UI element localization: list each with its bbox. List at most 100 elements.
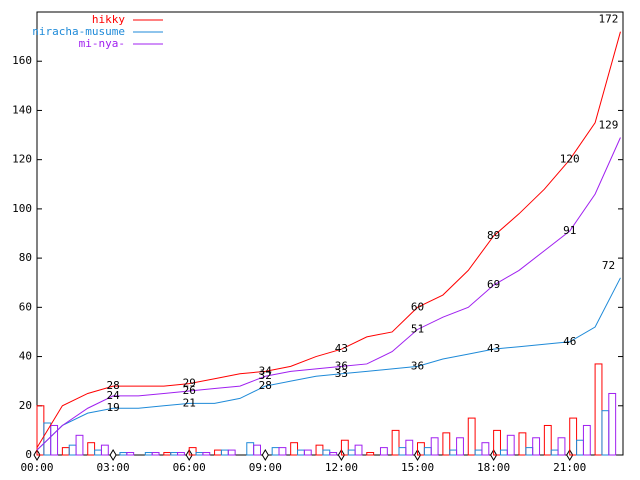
data-label: 36 xyxy=(411,359,424,372)
hourly-bar xyxy=(481,442,490,456)
data-label: 43 xyxy=(487,342,500,355)
hourly-bar xyxy=(467,417,476,456)
data-label: 28 xyxy=(106,379,119,392)
data-label: 60 xyxy=(411,300,424,313)
hourly-bar xyxy=(119,452,128,456)
hourly-bar xyxy=(518,432,527,456)
y-tick-label: 80 xyxy=(19,251,32,264)
hourly-bar xyxy=(442,432,451,456)
hourly-bar xyxy=(297,449,305,456)
data-label: 51 xyxy=(411,322,424,335)
hourly-bar xyxy=(163,452,172,456)
hourly-bar xyxy=(61,447,70,456)
y-tick-label: 100 xyxy=(12,202,32,215)
y-tick-label: 40 xyxy=(19,350,32,363)
data-label: 33 xyxy=(335,367,348,380)
hourly-bar xyxy=(340,439,349,456)
hourly-bar xyxy=(315,444,324,456)
legend-label: niracha-musume xyxy=(32,25,125,38)
hourly-bar xyxy=(253,444,261,456)
data-label: 34 xyxy=(259,364,273,377)
hourly-bar xyxy=(100,444,109,456)
series-line xyxy=(36,31,621,448)
hourly-bar xyxy=(474,449,483,456)
data-label: 89 xyxy=(487,229,500,242)
hourly-bar xyxy=(271,447,280,456)
hourly-bar xyxy=(366,452,375,456)
hourly-bar xyxy=(456,437,464,456)
hourly-bar xyxy=(532,437,541,456)
hourly-bar xyxy=(449,449,458,456)
hourly-bar xyxy=(290,442,299,456)
hourly-bar xyxy=(582,424,591,456)
x-tick-label: 09:00 xyxy=(249,461,282,474)
hourly-bar xyxy=(569,417,578,456)
x-tick-label: 06:00 xyxy=(173,461,206,474)
data-label: 26 xyxy=(183,384,196,397)
y-tick-label: 140 xyxy=(12,103,32,116)
hourly-bar xyxy=(68,444,77,456)
data-label: 28 xyxy=(259,379,272,392)
x-tick-label: 03:00 xyxy=(97,461,130,474)
x-tick-label: 18:00 xyxy=(477,461,510,474)
series-line xyxy=(36,277,621,451)
hourly-bar xyxy=(202,452,211,456)
y-tick-label: 160 xyxy=(12,54,32,67)
data-label: 29 xyxy=(183,377,196,390)
legend-label: mi-nya- xyxy=(79,37,125,50)
hourly-bar xyxy=(550,449,559,456)
hourly-bar xyxy=(50,424,59,456)
hourly-bar xyxy=(391,429,400,456)
hourly-bar xyxy=(347,449,356,456)
data-label: 172 xyxy=(599,13,619,26)
hourly-bar xyxy=(87,442,96,456)
hourly-bar xyxy=(246,442,255,456)
data-label: 120 xyxy=(560,153,580,166)
data-label: 24 xyxy=(106,389,120,402)
x-tick-marker xyxy=(261,449,269,461)
hourly-bar xyxy=(329,452,338,456)
plot-frame xyxy=(36,11,624,456)
hourly-bar xyxy=(576,439,584,456)
y-tick-label: 20 xyxy=(19,399,32,412)
data-label: 46 xyxy=(563,335,576,348)
hourly-bar xyxy=(557,437,566,456)
hourly-bar xyxy=(170,452,179,456)
hourly-bar xyxy=(594,363,603,456)
hourly-bar xyxy=(398,447,407,456)
hourly-bar xyxy=(405,439,414,456)
data-label: 32 xyxy=(259,369,272,382)
hourly-bar xyxy=(493,429,501,456)
hourly-bar xyxy=(379,447,388,456)
series-line xyxy=(36,137,621,451)
hourly-bar xyxy=(188,447,197,456)
data-label: 43 xyxy=(335,342,348,355)
y-tick-label: 0 xyxy=(25,448,32,461)
hourly-bar xyxy=(506,434,515,456)
hourly-bar xyxy=(354,444,363,456)
hourly-bar xyxy=(499,449,508,456)
hourly-bar xyxy=(303,449,312,456)
hourly-bar xyxy=(151,452,160,456)
y-tick-label: 60 xyxy=(19,300,32,313)
hourly-bar xyxy=(430,437,439,456)
legend-label: hikky xyxy=(92,13,125,26)
hourly-bar xyxy=(144,452,153,456)
hourly-bar xyxy=(94,449,102,456)
x-tick-label: 12:00 xyxy=(325,461,358,474)
hourly-bar xyxy=(220,449,229,456)
data-label: 91 xyxy=(563,224,576,237)
hourly-bar xyxy=(525,447,534,456)
data-label: 69 xyxy=(487,278,500,291)
x-tick-label: 21:00 xyxy=(553,461,586,474)
y-tick-label: 120 xyxy=(12,153,32,166)
hourly-bar xyxy=(43,422,52,456)
hourly-bar xyxy=(195,452,204,456)
x-tick-marker xyxy=(109,449,117,461)
data-label: 72 xyxy=(602,259,615,272)
hourly-bar xyxy=(75,434,84,456)
hourly-bar xyxy=(543,424,552,456)
data-label: 21 xyxy=(183,396,196,409)
hourly-bar xyxy=(601,410,610,456)
